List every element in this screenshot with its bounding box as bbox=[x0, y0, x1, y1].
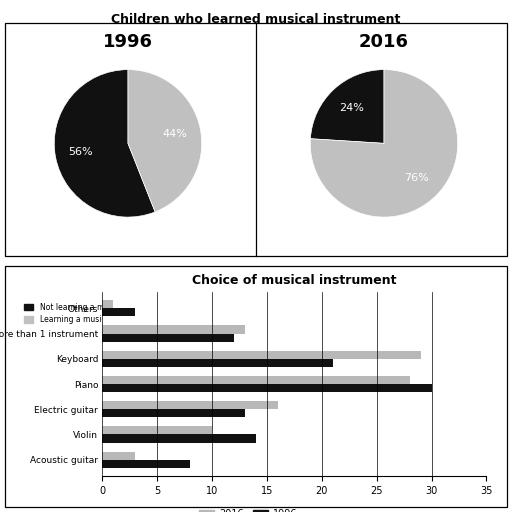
Bar bbox=[102, 384, 432, 392]
Bar bbox=[102, 333, 234, 342]
Bar bbox=[102, 326, 245, 333]
Legend: 2016, 1996: 2016, 1996 bbox=[196, 505, 301, 512]
Text: 2016: 2016 bbox=[359, 33, 409, 51]
Text: 44%: 44% bbox=[163, 130, 187, 139]
Bar bbox=[102, 351, 420, 359]
Bar bbox=[102, 308, 135, 316]
Wedge shape bbox=[128, 70, 202, 212]
Wedge shape bbox=[54, 70, 155, 217]
Text: Children who learned musical instrument: Children who learned musical instrument bbox=[111, 13, 401, 26]
Bar bbox=[102, 409, 245, 417]
Title: Choice of musical instrument: Choice of musical instrument bbox=[192, 273, 397, 287]
Bar bbox=[102, 452, 135, 460]
Legend: Not learning a musical instrument, Learning a musical instrument: Not learning a musical instrument, Learn… bbox=[21, 300, 174, 328]
Text: 24%: 24% bbox=[339, 103, 364, 114]
Wedge shape bbox=[310, 70, 458, 217]
Bar bbox=[102, 376, 410, 384]
Bar bbox=[102, 359, 333, 367]
Wedge shape bbox=[310, 70, 384, 143]
Bar bbox=[102, 300, 113, 308]
Bar bbox=[102, 426, 212, 435]
Text: 76%: 76% bbox=[404, 173, 429, 183]
Legend: Not learning a musical instrument, Learning a musical instrument: Not learning a musical instrument, Learn… bbox=[277, 300, 430, 328]
Bar bbox=[102, 401, 278, 409]
Text: 1996: 1996 bbox=[103, 33, 153, 51]
Bar bbox=[102, 460, 190, 468]
Bar bbox=[102, 435, 256, 442]
Text: 56%: 56% bbox=[69, 147, 93, 157]
